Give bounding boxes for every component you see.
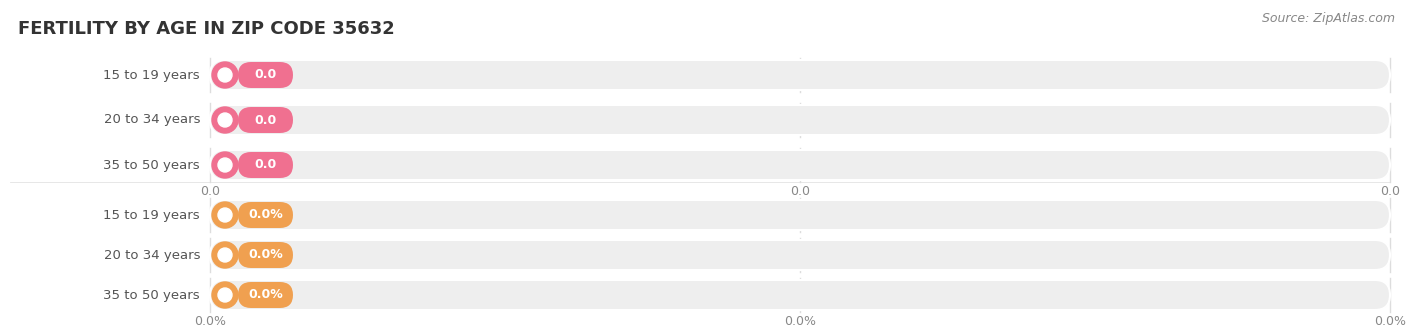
Text: 0.0%: 0.0% <box>247 248 283 261</box>
Text: 0.0: 0.0 <box>254 114 277 126</box>
Text: 0.0%: 0.0% <box>247 288 283 302</box>
Text: 15 to 19 years: 15 to 19 years <box>104 209 200 221</box>
Text: 20 to 34 years: 20 to 34 years <box>104 248 200 261</box>
FancyBboxPatch shape <box>209 150 1391 180</box>
Text: 0.0: 0.0 <box>790 185 810 198</box>
Text: 0.0%: 0.0% <box>194 315 226 328</box>
FancyBboxPatch shape <box>238 152 292 178</box>
FancyBboxPatch shape <box>209 60 1391 90</box>
Text: 0.0%: 0.0% <box>247 209 283 221</box>
Circle shape <box>212 242 238 268</box>
Circle shape <box>212 202 238 228</box>
FancyBboxPatch shape <box>238 202 292 228</box>
Text: 0.0: 0.0 <box>254 69 277 82</box>
Circle shape <box>218 208 232 222</box>
Circle shape <box>212 107 238 133</box>
FancyBboxPatch shape <box>209 200 1391 230</box>
FancyBboxPatch shape <box>209 105 1391 135</box>
Circle shape <box>218 288 232 302</box>
Text: 0.0: 0.0 <box>1381 185 1400 198</box>
Circle shape <box>212 62 238 88</box>
Circle shape <box>218 113 232 127</box>
Circle shape <box>212 152 238 178</box>
Circle shape <box>218 248 232 262</box>
Text: 0.0%: 0.0% <box>785 315 815 328</box>
Text: Source: ZipAtlas.com: Source: ZipAtlas.com <box>1263 12 1395 25</box>
Text: 20 to 34 years: 20 to 34 years <box>104 114 200 126</box>
Text: 0.0%: 0.0% <box>1374 315 1406 328</box>
Circle shape <box>218 68 232 82</box>
FancyBboxPatch shape <box>238 107 292 133</box>
FancyBboxPatch shape <box>209 280 1391 310</box>
Text: 15 to 19 years: 15 to 19 years <box>104 69 200 82</box>
Text: 0.0: 0.0 <box>254 158 277 172</box>
Circle shape <box>218 158 232 172</box>
Text: FERTILITY BY AGE IN ZIP CODE 35632: FERTILITY BY AGE IN ZIP CODE 35632 <box>18 20 395 38</box>
FancyBboxPatch shape <box>238 62 292 88</box>
Text: 35 to 50 years: 35 to 50 years <box>104 158 200 172</box>
FancyBboxPatch shape <box>238 242 292 268</box>
Text: 0.0: 0.0 <box>200 185 219 198</box>
Circle shape <box>212 282 238 308</box>
FancyBboxPatch shape <box>209 240 1391 270</box>
FancyBboxPatch shape <box>238 282 292 308</box>
Text: 35 to 50 years: 35 to 50 years <box>104 288 200 302</box>
